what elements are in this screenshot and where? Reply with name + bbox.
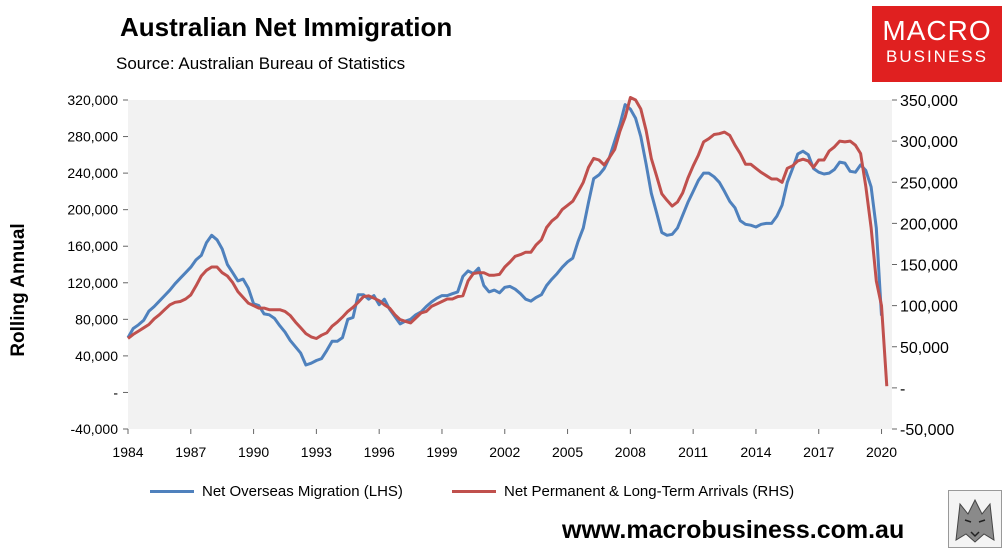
right-tick-label: -50,000 — [900, 422, 954, 439]
left-tick-label: 240,000 — [67, 165, 118, 181]
x-tick-label: 2008 — [615, 444, 646, 460]
right-tick-label: 100,000 — [900, 299, 958, 316]
x-tick-label: 1984 — [112, 444, 143, 460]
right-tick-label: 50,000 — [900, 340, 949, 357]
wolf-logo-icon — [948, 490, 1002, 548]
x-tick-label: 1987 — [175, 444, 206, 460]
left-tick-label: 200,000 — [67, 202, 118, 218]
x-tick-label: 2020 — [866, 444, 897, 460]
x-tick-label: 2002 — [489, 444, 520, 460]
series-line-net-permanent-long-term-arrivals — [127, 96, 889, 387]
x-tick-label: 2005 — [552, 444, 583, 460]
legend-label-nom: Net Overseas Migration (LHS) — [202, 483, 403, 500]
series-line-net-overseas-migration — [126, 103, 883, 367]
x-tick-label: 1993 — [301, 444, 332, 460]
left-tick-label: 120,000 — [67, 275, 118, 291]
x-tick-label: 1996 — [364, 444, 395, 460]
legend-item-nom: Net Overseas Migration (LHS) — [150, 483, 403, 500]
x-tick-label: 2017 — [803, 444, 834, 460]
left-tick-label: 280,000 — [67, 129, 118, 145]
right-tick-label: - — [900, 381, 905, 398]
right-tick-label: 350,000 — [900, 93, 958, 110]
website-url: www.macrobusiness.com.au — [562, 516, 905, 544]
left-tick-label: -40,000 — [71, 421, 119, 437]
right-axis-ticks: 350,000 300,000 250,000 200,000 150,000 100,0… — [892, 93, 958, 439]
right-tick-label: 250,000 — [900, 175, 958, 192]
logo-line-business: BUSINESS — [886, 47, 988, 66]
chart-title: Australian Net Immigration — [120, 12, 453, 42]
chart-subtitle: Source: Australian Bureau of Statistics — [116, 54, 406, 73]
right-tick-label: 150,000 — [900, 258, 958, 275]
x-tick-label: 2014 — [740, 444, 771, 460]
left-tick-label: 80,000 — [75, 311, 118, 327]
x-axis-ticks: 1984 1987 1990 1993 1996 1999 2002 2005 2008 2011… — [112, 429, 897, 460]
line-chart: 320,000 280,000 240,000 200,000 160,000 120,0… — [67, 92, 958, 460]
x-tick-label: 2011 — [678, 444, 708, 460]
left-tick-label: 40,000 — [75, 348, 118, 364]
right-tick-label: 300,000 — [900, 134, 958, 151]
legend-label-plt: Net Permanent & Long-Term Arrivals (RHS) — [504, 483, 795, 500]
left-tick-label: - — [113, 384, 118, 400]
left-axis-ticks: 320,000 280,000 240,000 200,000 160,000 120,0… — [67, 92, 128, 437]
legend-item-plt: Net Permanent & Long-Term Arrivals (RHS) — [452, 483, 794, 500]
left-tick-label: 320,000 — [67, 92, 118, 108]
x-tick-label: 1999 — [426, 444, 457, 460]
plot-area — [128, 100, 892, 429]
left-tick-label: 160,000 — [67, 238, 118, 254]
logo-line-macro: MACRO — [882, 15, 992, 46]
macrobusiness-logo: MACRO BUSINESS — [872, 6, 1002, 82]
x-tick-label: 1990 — [238, 444, 269, 460]
legend-swatch-blue — [150, 490, 194, 493]
legend-swatch-red — [452, 490, 496, 493]
right-tick-label: 200,000 — [900, 216, 958, 233]
